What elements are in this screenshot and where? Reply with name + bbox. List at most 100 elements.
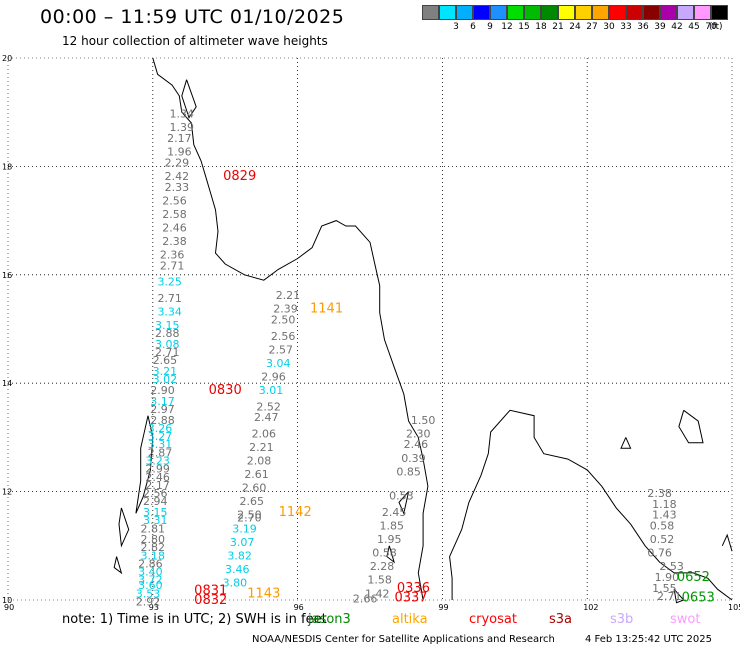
wave-height-label: 3.15 <box>143 506 168 519</box>
pass-time-label: 0336 <box>397 581 430 596</box>
wave-height-label: 1.34 <box>170 108 195 121</box>
wave-height-label: 2.56 <box>271 330 296 343</box>
wave-height-label: 3.80 <box>223 576 248 589</box>
wave-height-label: 2.58 <box>162 208 187 221</box>
island-outline <box>620 437 632 449</box>
scale-label: 15 <box>518 22 530 32</box>
wave-height-label: 1.43 <box>652 509 677 522</box>
scale-swatch <box>677 5 694 20</box>
scale-label: 9 <box>487 22 493 32</box>
scale-swatch <box>524 5 541 20</box>
wave-height-label: 2.53 <box>659 560 684 573</box>
wave-height-label: 2.39 <box>273 303 298 316</box>
note-text: note: 1) Time is in UTC; 2) SWH is in fe… <box>62 612 327 627</box>
scale-label: 30 <box>603 22 615 32</box>
scale-swatch <box>507 5 524 20</box>
scale-swatch <box>660 5 677 20</box>
scale-label: 21 <box>552 22 564 32</box>
wave-height-label: 3.23 <box>145 455 170 468</box>
wave-height-label: 2.88 <box>150 414 175 427</box>
wave-height-label: 2.17 <box>167 132 192 145</box>
scale-swatch <box>592 5 609 20</box>
lon-tick-label: 105 <box>728 603 740 612</box>
lon-tick-label: 93 <box>149 603 159 612</box>
pass-time-label: 0830 <box>209 383 242 398</box>
lon-tick-label: 96 <box>294 603 304 612</box>
pass-time-label: 0829 <box>223 169 256 184</box>
wave-height-label: 2.82 <box>141 541 166 554</box>
sat-cryosat-label: cryosat <box>469 612 517 627</box>
wave-height-label: 2.46 <box>162 221 187 234</box>
wave-height-label: 2.21 <box>249 441 274 454</box>
wave-height-label: 2.06 <box>252 427 277 440</box>
wave-height-label: 2.70 <box>237 511 262 524</box>
wave-height-label: 2.92 <box>136 595 161 608</box>
scale-label: 39 <box>654 22 666 32</box>
sat-altika-label: altika <box>392 612 428 627</box>
wave-height-label: 2.45 <box>382 506 407 519</box>
lon-tick-label: 102 <box>583 603 598 612</box>
wave-height-label: 0.52 <box>650 533 675 546</box>
scale-swatch <box>609 5 626 20</box>
lat-tick-label: 14 <box>2 379 12 388</box>
scale-swatch <box>473 5 490 20</box>
island-outline <box>118 507 130 548</box>
wave-height-label: 2.86 <box>138 557 163 570</box>
wave-height-label: 2.38 <box>647 487 672 500</box>
scale-swatch <box>711 5 728 20</box>
scale-swatch <box>558 5 575 20</box>
wave-height-label: 2.50 <box>237 509 262 522</box>
wave-height-label: 3.18 <box>141 549 166 562</box>
wave-height-label: 1.39 <box>170 121 195 134</box>
scale-swatch <box>456 5 473 20</box>
island-outline <box>181 79 197 119</box>
lat-tick-label: 20 <box>2 54 12 63</box>
lon-tick-label: 90 <box>4 603 14 612</box>
wave-height-label: 2.28 <box>370 560 395 573</box>
wave-height-label: 0.58 <box>650 520 675 533</box>
wave-height-label: 2.50 <box>271 314 296 327</box>
coastline <box>721 533 733 552</box>
wave-height-label: 2.66 <box>353 593 378 606</box>
wave-height-label: 3.31 <box>148 438 173 451</box>
wave-height-label: 2.71 <box>155 346 180 359</box>
wave-height-label: 3.07 <box>230 536 255 549</box>
wave-height-label: 2.87 <box>148 446 173 459</box>
wave-height-label: 3.15 <box>155 319 180 332</box>
wave-height-label: 0.39 <box>401 452 426 465</box>
wave-height-label: 3.25 <box>157 276 182 289</box>
wave-height-label: 2.71 <box>157 292 182 305</box>
scale-label: 70 <box>705 22 717 32</box>
sat-swot-label: swot <box>670 612 701 627</box>
scale-swatch <box>490 5 507 20</box>
scale-label: 18 <box>535 22 547 32</box>
pass-time-label: 0337 <box>394 591 427 606</box>
wave-height-label: 3.21 <box>153 365 178 378</box>
scale-swatch <box>422 5 439 20</box>
scale-swatch <box>643 5 660 20</box>
island-outline <box>113 556 123 575</box>
wave-height-label: 2.46 <box>404 438 429 451</box>
map-subtitle: 12 hour collection of altimeter wave hei… <box>62 34 328 48</box>
island-outline <box>398 491 410 515</box>
scale-swatch <box>439 5 456 20</box>
wave-height-label: 3.26 <box>148 422 173 435</box>
sat-s3b-label: s3b <box>610 612 634 627</box>
wave-height-label: 3.46 <box>225 563 250 576</box>
wave-height-label: 2.88 <box>155 327 180 340</box>
wave-height-label: 2.56 <box>162 194 187 207</box>
scale-swatch <box>575 5 592 20</box>
wave-height-label: 1.18 <box>652 498 677 511</box>
scale-label: 24 <box>569 22 581 32</box>
wave-height-label: 0.76 <box>647 547 672 560</box>
wave-height-label: 2.42 <box>165 170 190 183</box>
wave-height-label: 0.53 <box>389 490 414 503</box>
wave-height-label: 2.60 <box>242 482 267 495</box>
wave-height-label: 2.61 <box>244 468 269 481</box>
wave-height-label: 2.57 <box>268 343 293 356</box>
wave-height-label: 1.42 <box>365 587 390 600</box>
wave-height-label: 1.50 <box>411 414 436 427</box>
scale-swatch <box>541 5 558 20</box>
scale-label: 3 <box>453 22 459 32</box>
